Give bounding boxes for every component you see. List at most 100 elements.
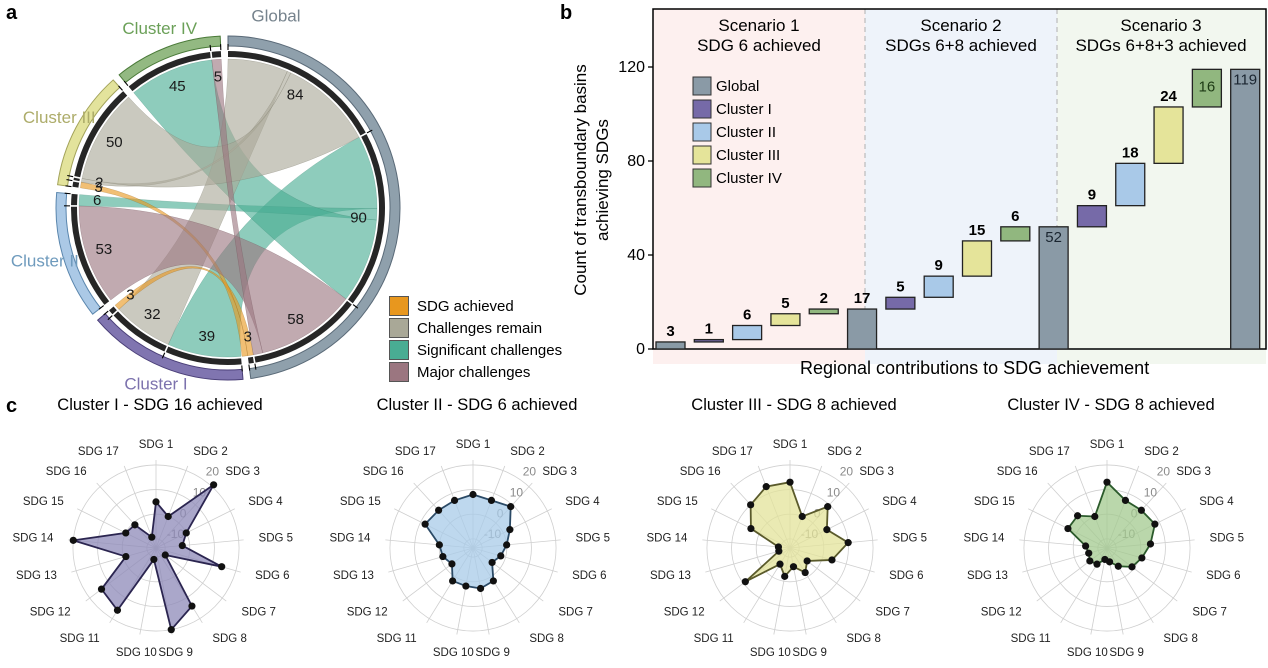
svg-text:10: 10 <box>827 485 841 499</box>
svg-text:SDG 13: SDG 13 <box>333 570 374 582</box>
svg-text:SDGs 6+8+3 achieved: SDGs 6+8+3 achieved <box>1075 36 1246 55</box>
svg-text:SDG 10: SDG 10 <box>1067 647 1108 659</box>
svg-text:90: 90 <box>350 210 367 227</box>
svg-text:SDG 7: SDG 7 <box>558 607 593 619</box>
svg-text:SDG 3: SDG 3 <box>225 466 260 478</box>
svg-text:80: 80 <box>627 153 645 170</box>
svg-text:Scenario 2: Scenario 2 <box>920 16 1001 35</box>
svg-text:SDG 15: SDG 15 <box>974 496 1015 508</box>
svg-text:17: 17 <box>854 290 871 307</box>
svg-text:Scenario 3: Scenario 3 <box>1120 16 1201 35</box>
svg-text:20: 20 <box>523 464 537 478</box>
svg-text:SDG 1: SDG 1 <box>139 439 174 451</box>
svg-text:SDG 1: SDG 1 <box>1090 439 1125 451</box>
svg-text:SDG 16: SDG 16 <box>363 466 404 478</box>
svg-text:SDG 8: SDG 8 <box>1163 633 1198 645</box>
svg-text:SDG 5: SDG 5 <box>576 533 611 545</box>
svg-text:SDG 6: SDG 6 <box>255 570 290 582</box>
svg-text:Cluster III: Cluster III <box>23 108 96 127</box>
svg-text:Cluster I: Cluster I <box>716 101 772 118</box>
svg-text:SDGs 6+8 achieved: SDGs 6+8 achieved <box>885 36 1037 55</box>
svg-text:120: 120 <box>618 59 645 76</box>
svg-text:SDG 7: SDG 7 <box>875 607 910 619</box>
svg-text:SDG 10: SDG 10 <box>750 647 791 659</box>
svg-text:SDG 14: SDG 14 <box>964 533 1006 545</box>
svg-text:SDG 16: SDG 16 <box>46 466 87 478</box>
svg-text:SDG 14: SDG 14 <box>330 533 372 545</box>
svg-text:SDG 13: SDG 13 <box>16 570 57 582</box>
svg-text:SDG 11: SDG 11 <box>377 633 417 645</box>
svg-text:Global: Global <box>251 7 300 26</box>
svg-text:Scenario 1: Scenario 1 <box>718 16 799 35</box>
svg-text:SDG 13: SDG 13 <box>967 570 1008 582</box>
svg-text:15: 15 <box>969 222 986 239</box>
svg-text:SDG 17: SDG 17 <box>1029 446 1070 458</box>
svg-text:SDG 15: SDG 15 <box>23 496 64 508</box>
svg-text:SDG 8: SDG 8 <box>529 633 564 645</box>
svg-text:SDG 10: SDG 10 <box>433 647 474 659</box>
svg-text:SDG 3: SDG 3 <box>1176 466 1211 478</box>
svg-text:10: 10 <box>1144 485 1158 499</box>
svg-text:SDG 14: SDG 14 <box>13 533 55 545</box>
svg-text:SDG 17: SDG 17 <box>395 446 436 458</box>
svg-text:6: 6 <box>1011 208 1019 225</box>
svg-text:3: 3 <box>126 286 134 303</box>
svg-text:20: 20 <box>206 464 220 478</box>
svg-text:SDG 2: SDG 2 <box>510 446 545 458</box>
svg-text:SDG 14: SDG 14 <box>647 533 689 545</box>
svg-text:SDG 1: SDG 1 <box>773 439 808 451</box>
svg-text:24: 24 <box>1160 88 1177 105</box>
svg-text:Global: Global <box>716 78 759 95</box>
svg-text:32: 32 <box>144 306 161 323</box>
svg-text:53: 53 <box>96 241 113 258</box>
svg-text:SDG 7: SDG 7 <box>1192 607 1227 619</box>
svg-text:SDG 2: SDG 2 <box>827 446 862 458</box>
svg-text:SDG 15: SDG 15 <box>340 496 381 508</box>
svg-text:SDG 8: SDG 8 <box>212 633 247 645</box>
svg-text:SDG 17: SDG 17 <box>712 446 753 458</box>
svg-text:SDG 7: SDG 7 <box>241 607 276 619</box>
svg-text:SDG 10: SDG 10 <box>116 647 157 659</box>
svg-text:SDG 12: SDG 12 <box>347 607 388 619</box>
svg-text:3: 3 <box>666 323 674 340</box>
svg-text:20: 20 <box>840 464 854 478</box>
svg-text:9: 9 <box>935 257 943 274</box>
svg-text:SDG 12: SDG 12 <box>664 607 705 619</box>
svg-text:84: 84 <box>287 86 304 103</box>
svg-text:Cluster II: Cluster II <box>11 252 79 271</box>
svg-text:SDG 4: SDG 4 <box>248 496 283 508</box>
svg-text:SDG 4: SDG 4 <box>565 496 600 508</box>
svg-text:SDG 3: SDG 3 <box>542 466 577 478</box>
svg-text:119: 119 <box>1233 71 1257 88</box>
svg-text:SDG 12: SDG 12 <box>981 607 1022 619</box>
svg-text:9: 9 <box>1088 187 1096 204</box>
svg-text:Cluster IV: Cluster IV <box>122 19 197 38</box>
svg-text:45: 45 <box>169 78 186 95</box>
svg-text:2: 2 <box>820 290 828 307</box>
svg-text:SDG 1: SDG 1 <box>456 439 491 451</box>
svg-text:39: 39 <box>198 328 215 345</box>
svg-text:SDG 5: SDG 5 <box>893 533 928 545</box>
svg-text:SDG 2: SDG 2 <box>1144 446 1179 458</box>
svg-text:Cluster IV: Cluster IV <box>716 170 782 187</box>
svg-text:40: 40 <box>627 247 645 264</box>
svg-text:6: 6 <box>743 307 751 324</box>
svg-text:SDG 16: SDG 16 <box>680 466 721 478</box>
svg-text:18: 18 <box>1122 144 1139 161</box>
svg-text:SDG 9: SDG 9 <box>475 647 510 659</box>
svg-text:SDG 5: SDG 5 <box>1210 533 1245 545</box>
svg-text:5: 5 <box>214 68 222 85</box>
svg-text:SDG 9: SDG 9 <box>792 647 827 659</box>
svg-text:5: 5 <box>781 295 789 312</box>
svg-text:SDG 12: SDG 12 <box>30 607 71 619</box>
svg-text:SDG 13: SDG 13 <box>650 570 691 582</box>
svg-text:5: 5 <box>896 278 904 295</box>
svg-text:SDG 15: SDG 15 <box>657 496 698 508</box>
svg-text:SDG 9: SDG 9 <box>1109 647 1144 659</box>
svg-text:SDG 16: SDG 16 <box>997 466 1038 478</box>
svg-text:SDG 11: SDG 11 <box>60 633 100 645</box>
svg-text:SDG 2: SDG 2 <box>193 446 228 458</box>
svg-text:1: 1 <box>705 321 713 338</box>
svg-text:SDG 9: SDG 9 <box>158 647 193 659</box>
svg-text:SDG 5: SDG 5 <box>259 533 294 545</box>
